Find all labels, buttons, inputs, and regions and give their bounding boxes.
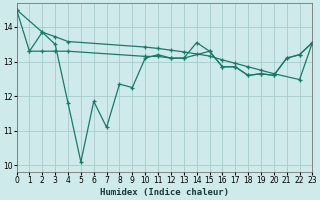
X-axis label: Humidex (Indice chaleur): Humidex (Indice chaleur) xyxy=(100,188,229,197)
